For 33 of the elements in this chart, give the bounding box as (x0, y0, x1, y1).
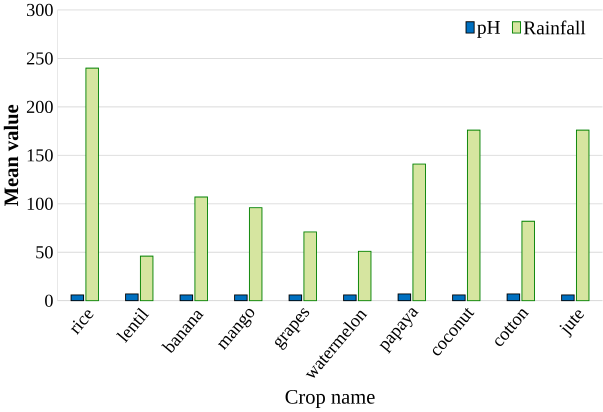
bar (561, 294, 575, 302)
bar (70, 294, 84, 302)
bar (85, 68, 99, 302)
y-tick-label: 250 (26, 52, 53, 65)
bar (180, 294, 194, 302)
bar (521, 220, 535, 302)
bar (125, 294, 139, 302)
y-tick-label: 300 (26, 4, 53, 16)
bar (576, 130, 590, 302)
x-tick-label: jute (560, 310, 584, 338)
y-tick-label: 150 (28, 149, 53, 162)
bar (506, 294, 520, 302)
bar (248, 207, 262, 302)
bar (288, 294, 302, 302)
y-tick-label: 50 (36, 246, 53, 259)
bar (412, 164, 426, 302)
legend-label: Rainfall (524, 20, 586, 35)
y-tick-label: 0 (45, 294, 53, 307)
bar (234, 294, 248, 302)
bar (452, 294, 466, 302)
y-tick-label: 100 (28, 198, 53, 210)
bar (194, 196, 208, 302)
y-axis-title: Mean value (4, 104, 18, 206)
x-tick-label: rice (70, 310, 94, 335)
bar (343, 294, 357, 302)
y-tick-label: 200 (26, 100, 53, 114)
bar (303, 232, 317, 302)
x-axis-title: Crop name (286, 390, 375, 408)
legend-label: pH (477, 21, 500, 38)
bar (466, 130, 480, 302)
bar (140, 256, 154, 302)
bar (398, 294, 412, 302)
bar (358, 250, 372, 302)
